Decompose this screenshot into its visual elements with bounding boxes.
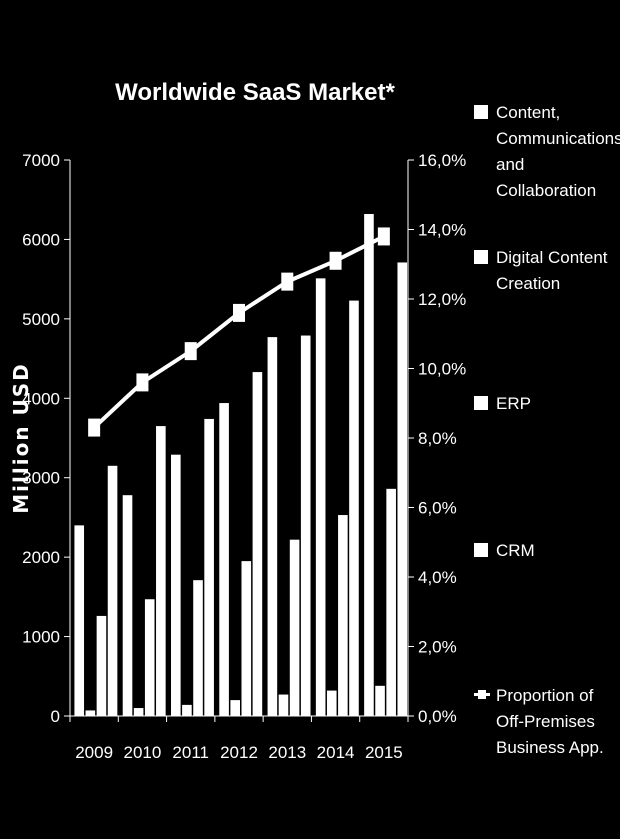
legend-swatch-proportion: [474, 688, 490, 702]
bar-4-2011: [204, 418, 214, 716]
y-axis-label: Million USD: [9, 362, 33, 514]
proportion-point-2010: [136, 373, 149, 392]
y2-tick-label: 12,0%: [418, 290, 466, 309]
proportion-point-2014: [329, 251, 342, 270]
bar-4-2015: [397, 262, 408, 716]
bar-2-2012: [230, 700, 240, 716]
y-tick-label: 4000: [22, 389, 60, 408]
x-tick-label: 2013: [268, 743, 306, 762]
legend-label-proportion: Proportion of Off-Premises Business App.: [496, 686, 604, 757]
legend-swatch-erp: [474, 396, 488, 410]
legend-item-crm: CRM: [474, 538, 620, 564]
y2-tick-label: 14,0%: [418, 221, 466, 240]
proportion-point-2011: [184, 342, 197, 361]
bar-1-2009: [74, 525, 85, 716]
bar-2-2010: [133, 708, 144, 716]
legend-item-proportion: Proportion of Off-Premises Business App.: [474, 683, 620, 761]
y2-tick-label: 0,0%: [418, 707, 457, 726]
proportion-point-2015: [377, 227, 390, 246]
y-tick-label: 1000: [22, 628, 60, 647]
chart-title: Worldwide SaaS Market*: [115, 79, 395, 106]
axes: [69, 160, 409, 717]
proportion-point-2012: [233, 303, 245, 322]
x-tick-label: 2009: [75, 743, 113, 762]
bar-2-2011: [182, 704, 192, 716]
legend-label-erp: ERP: [496, 394, 531, 413]
bar-4-2014: [349, 300, 359, 716]
legend-label-content: Content, Communications and Collaboratio…: [496, 103, 620, 200]
x-tick-label: 2012: [220, 743, 258, 762]
bar-1-2013: [267, 337, 278, 716]
bar-1-2014: [315, 278, 326, 716]
y-tick-label: 5000: [22, 310, 60, 329]
y2-tick-label: 2,0%: [418, 638, 457, 657]
legend-item-digital-content: Digital Content Creation: [474, 245, 620, 297]
y2-tick-label: 16,0%: [418, 151, 466, 170]
bar-4-2013: [300, 335, 311, 716]
legend-label-crm: CRM: [496, 541, 535, 560]
bar-marks: [74, 214, 408, 717]
bar-3-2014: [338, 515, 348, 716]
y2-tick-label: 10,0%: [418, 360, 466, 379]
y2-tick-label: 4,0%: [418, 568, 457, 587]
x-tick-label: 2014: [317, 743, 355, 762]
x-axis-ticks: 2009 2010 2011 2012 2013 2014 2015: [69, 716, 409, 762]
bar-3-2010: [144, 599, 155, 716]
y-tick-label: 6000: [22, 230, 60, 249]
proportion-point-2013: [281, 272, 294, 291]
bar-2-2009: [85, 710, 96, 716]
bar-2-2015: [375, 685, 385, 716]
bar-4-2009: [107, 465, 118, 716]
x-tick-label: 2011: [172, 743, 209, 762]
legend-item-content: Content, Communications and Collaboratio…: [474, 100, 620, 204]
bar-3-2011: [193, 580, 203, 716]
bar-3-2013: [289, 539, 300, 716]
proportion-point-2009: [88, 418, 101, 437]
y2-axis-ticks: 0,0% 2,0% 4,0% 6,0% 8,0% 10,0% 12,0% 14,0% 16,0%: [408, 151, 466, 726]
bar-3-2009: [96, 615, 107, 716]
legend-label-digital-content: Digital Content Creation: [496, 248, 608, 293]
bar-1-2010: [122, 495, 133, 716]
legend-swatch-content: [474, 105, 488, 119]
y-tick-label: 0: [51, 707, 60, 726]
bar-1-2011: [171, 454, 181, 716]
bar-3-2015: [386, 488, 396, 716]
y2-tick-label: 8,0%: [418, 429, 457, 448]
x-tick-label: 2015: [365, 743, 403, 762]
line-series: [88, 227, 390, 437]
y-axis-ticks: 0 1000 2000 3000 4000 5000 6000 7000: [22, 151, 70, 726]
y2-tick-label: 6,0%: [418, 499, 457, 518]
legend-item-erp: ERP: [474, 391, 620, 417]
bar-2-2013: [278, 694, 289, 716]
y-tick-label: 3000: [22, 469, 60, 488]
bar-1-2012: [219, 403, 229, 716]
bar-1-2015: [364, 214, 374, 717]
y-tick-label: 2000: [22, 548, 60, 567]
bar-4-2010: [156, 426, 166, 716]
y-tick-label: 7000: [22, 151, 60, 170]
legend-swatch-digital-content: [474, 250, 488, 264]
x-tick-label: 2010: [124, 743, 162, 762]
bar-2-2014: [326, 690, 337, 716]
bar-3-2012: [241, 561, 252, 716]
legend-swatch-crm: [474, 543, 488, 557]
bar-4-2012: [252, 372, 263, 716]
